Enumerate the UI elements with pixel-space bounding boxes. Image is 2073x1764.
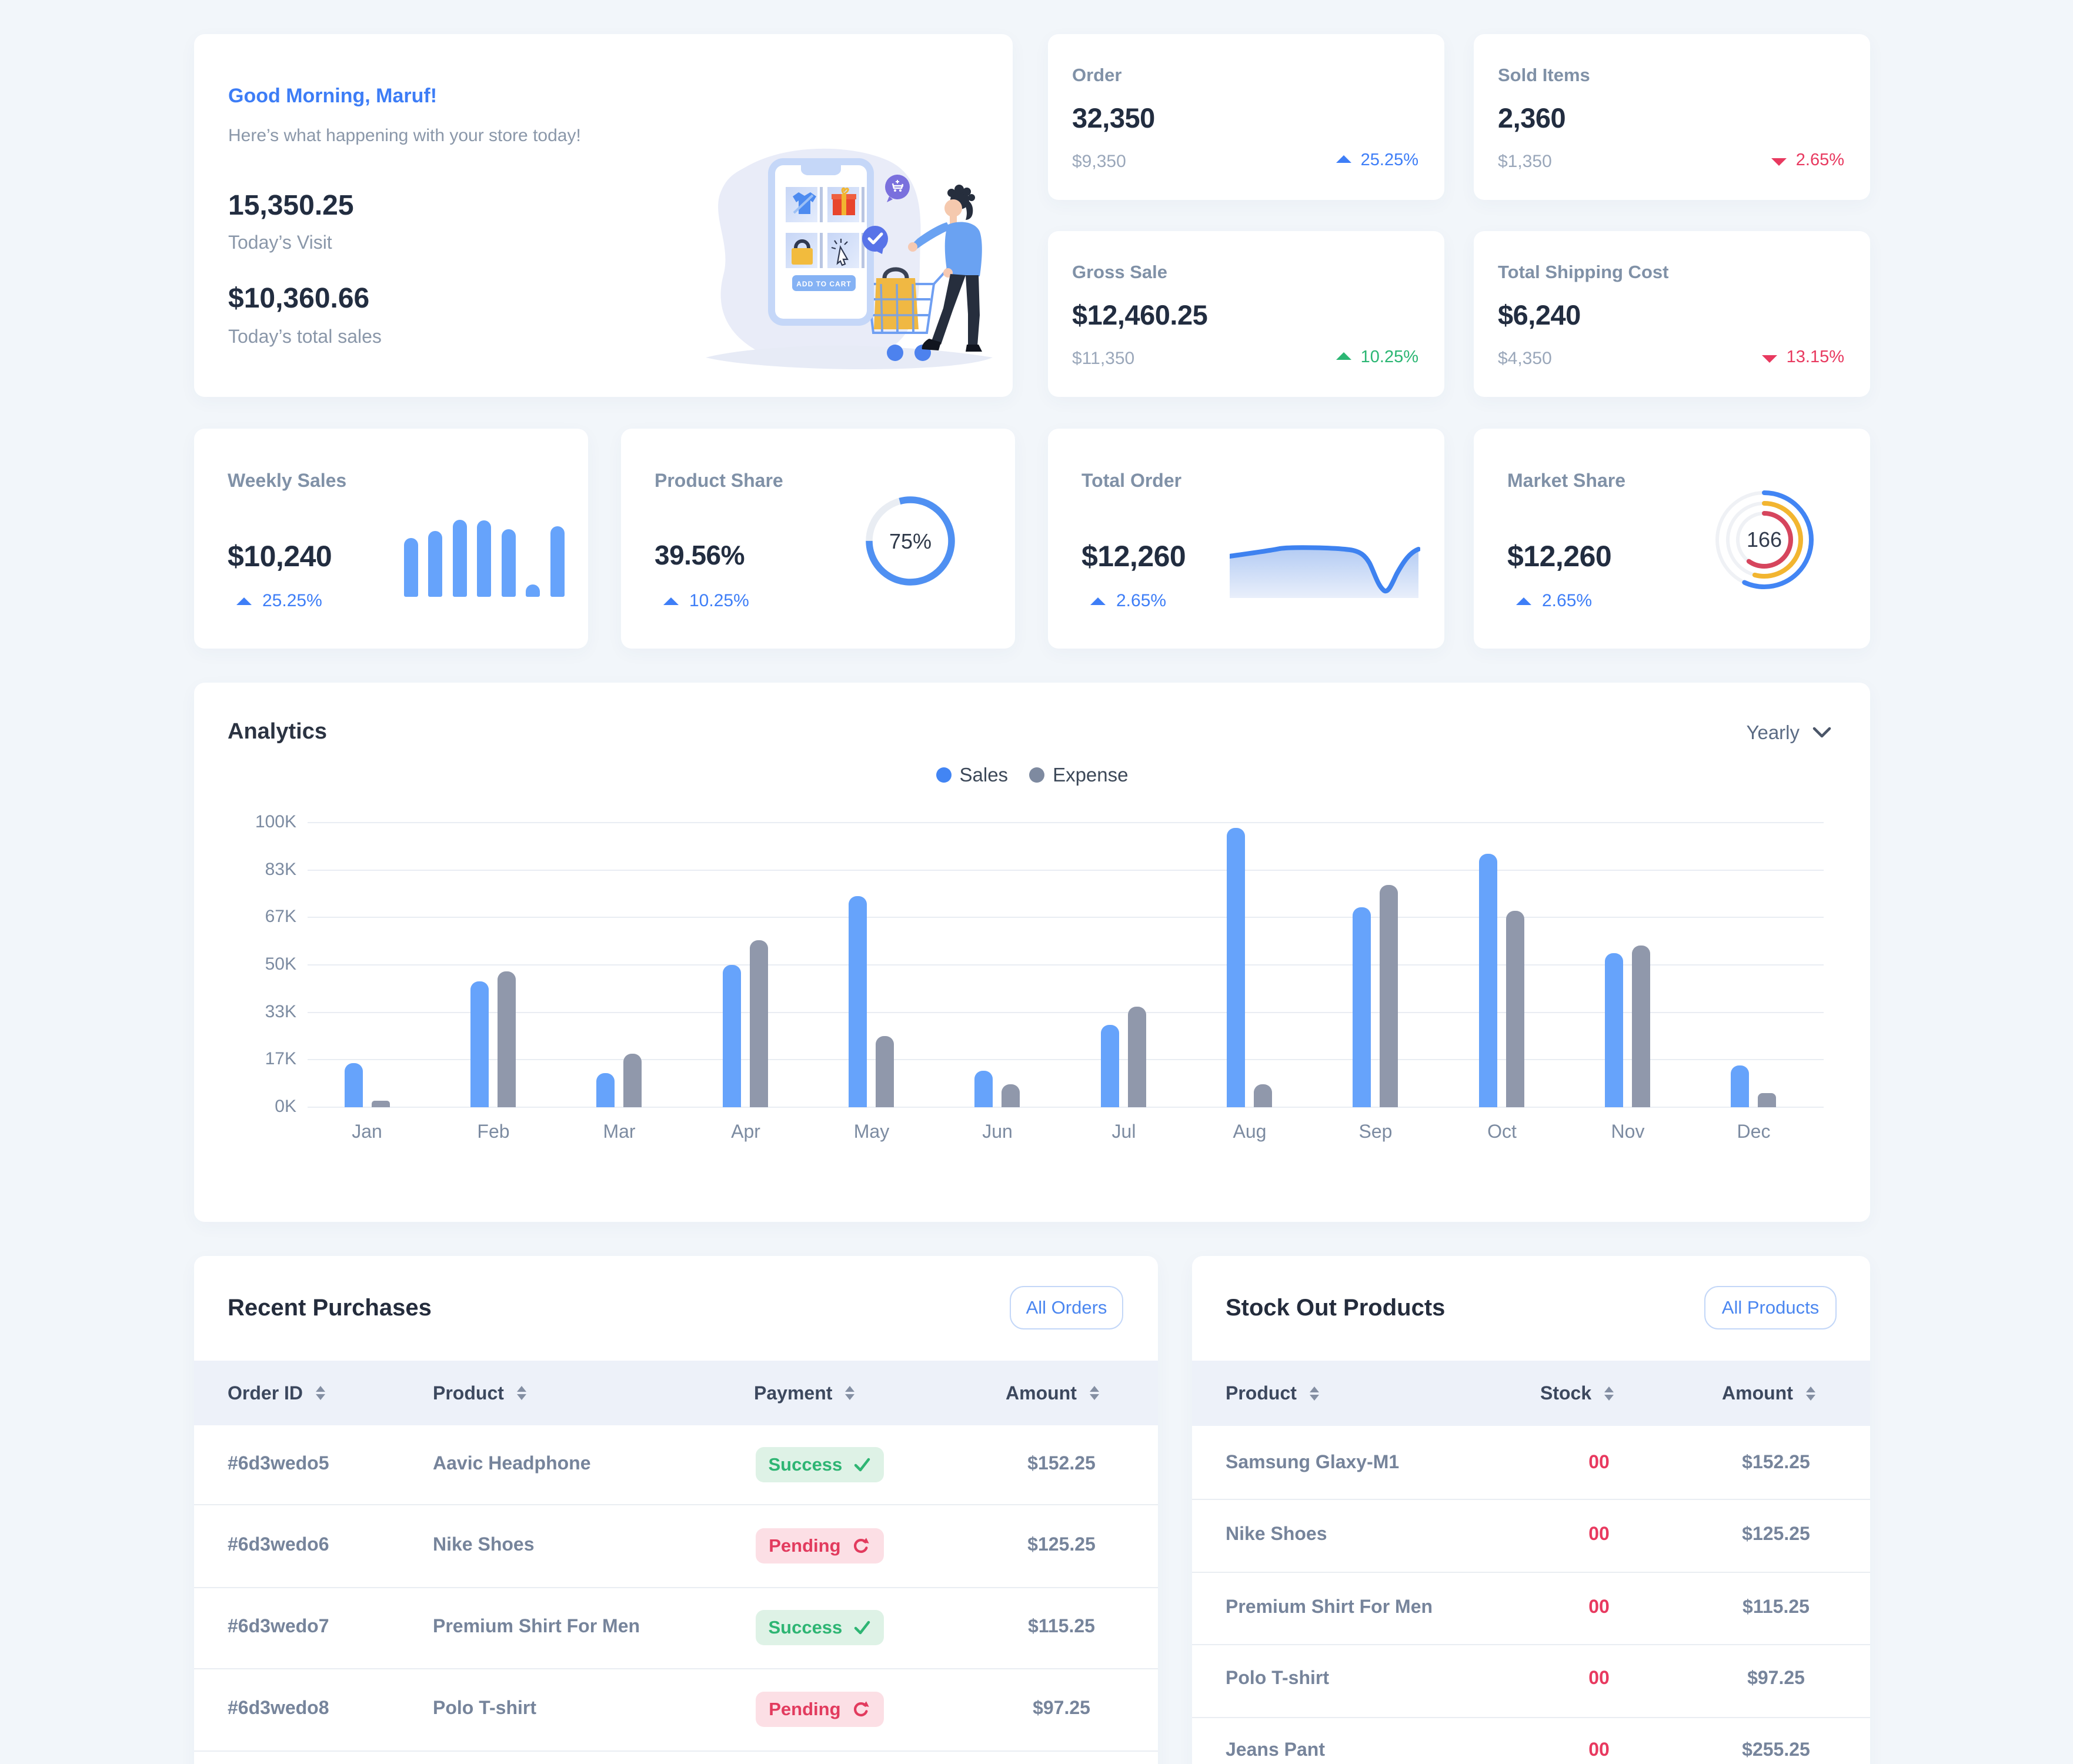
svg-text:75%: 75% xyxy=(889,529,932,553)
svg-text:166: 166 xyxy=(1747,527,1782,552)
svg-text:ADD TO CART: ADD TO CART xyxy=(796,280,851,288)
